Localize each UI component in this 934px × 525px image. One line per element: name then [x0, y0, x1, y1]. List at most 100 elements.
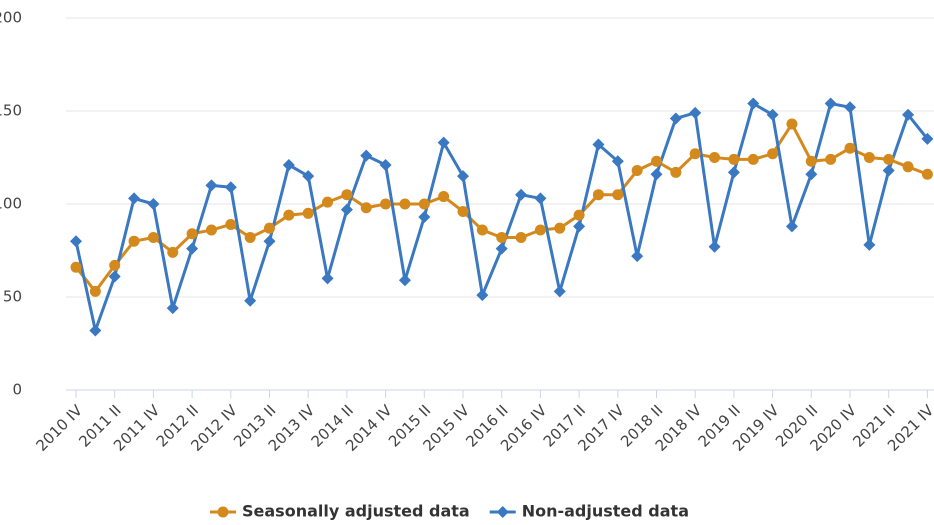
- point: [708, 240, 721, 253]
- point: [302, 207, 314, 219]
- point: [921, 132, 934, 145]
- point: [805, 168, 818, 181]
- point: [882, 164, 895, 177]
- point: [515, 231, 527, 243]
- point: [573, 220, 586, 233]
- point: [534, 192, 547, 205]
- y-tick-label: 150: [0, 102, 22, 120]
- point: [457, 205, 469, 217]
- point: [341, 189, 353, 201]
- point: [921, 168, 933, 180]
- point: [457, 170, 469, 183]
- point: [689, 106, 702, 119]
- point: [747, 153, 759, 165]
- point: [767, 148, 779, 160]
- point: [283, 209, 295, 221]
- point: [263, 235, 276, 248]
- point: [476, 289, 489, 302]
- point: [553, 285, 566, 298]
- legend-marker: [217, 506, 229, 518]
- legend-marker: [496, 506, 509, 518]
- point: [786, 118, 798, 130]
- point: [727, 166, 740, 179]
- point: [825, 153, 837, 165]
- legend-label: Seasonally adjusted data: [242, 502, 470, 521]
- point: [205, 224, 217, 236]
- point: [650, 168, 663, 181]
- point: [747, 97, 760, 110]
- point: [438, 191, 450, 203]
- point: [728, 153, 740, 165]
- point: [611, 155, 624, 168]
- point: [224, 181, 237, 194]
- point: [322, 196, 334, 208]
- point: [166, 302, 179, 315]
- point: [340, 203, 353, 216]
- point: [534, 224, 546, 236]
- point: [186, 242, 199, 255]
- point: [109, 259, 121, 271]
- point: [863, 238, 876, 251]
- point: [89, 324, 102, 337]
- point: [592, 138, 605, 151]
- point: [883, 153, 895, 165]
- point: [167, 246, 179, 258]
- point: [321, 272, 334, 285]
- point: [70, 235, 82, 248]
- point: [360, 149, 373, 162]
- point: [89, 285, 101, 297]
- point: [709, 152, 721, 163]
- y-tick-label: 200: [0, 9, 22, 27]
- point: [147, 231, 159, 243]
- point: [399, 198, 411, 210]
- point: [495, 242, 508, 255]
- point: [264, 222, 275, 234]
- point: [379, 158, 392, 171]
- point: [670, 166, 682, 178]
- point: [496, 231, 508, 243]
- point: [844, 142, 856, 154]
- point: [631, 250, 644, 263]
- point: [108, 270, 121, 283]
- point: [689, 148, 701, 160]
- point: [785, 220, 798, 233]
- point: [844, 101, 856, 114]
- point: [244, 231, 256, 243]
- point: [902, 108, 915, 121]
- point: [128, 235, 140, 247]
- legend: Seasonally adjusted data Non-adjusted dat…: [210, 502, 689, 521]
- point: [902, 161, 914, 173]
- point: [418, 211, 431, 224]
- point: [147, 198, 160, 210]
- point: [476, 224, 488, 236]
- point: [282, 158, 295, 171]
- y-tick-label: 0: [12, 381, 22, 399]
- point: [805, 155, 817, 167]
- point: [554, 222, 566, 234]
- point: [186, 228, 198, 240]
- point: [225, 218, 237, 230]
- point: [128, 192, 141, 205]
- point: [244, 294, 257, 307]
- legend-label: Non-adjusted data: [522, 502, 689, 521]
- point: [651, 155, 662, 167]
- point: [669, 112, 682, 125]
- point: [205, 179, 218, 192]
- point: [398, 274, 411, 287]
- point: [437, 136, 450, 149]
- x-tick-label: 2010 IV: [33, 401, 87, 455]
- point: [863, 152, 875, 163]
- point: [766, 108, 779, 121]
- point: [418, 198, 430, 210]
- point: [380, 198, 392, 210]
- y-tick-label: 50: [3, 288, 22, 306]
- point: [592, 189, 604, 201]
- point: [515, 188, 528, 201]
- point: [70, 261, 82, 273]
- point: [302, 170, 315, 183]
- point: [573, 209, 585, 221]
- point: [631, 165, 643, 177]
- y-tick-label: 100: [0, 195, 22, 213]
- point: [824, 97, 837, 110]
